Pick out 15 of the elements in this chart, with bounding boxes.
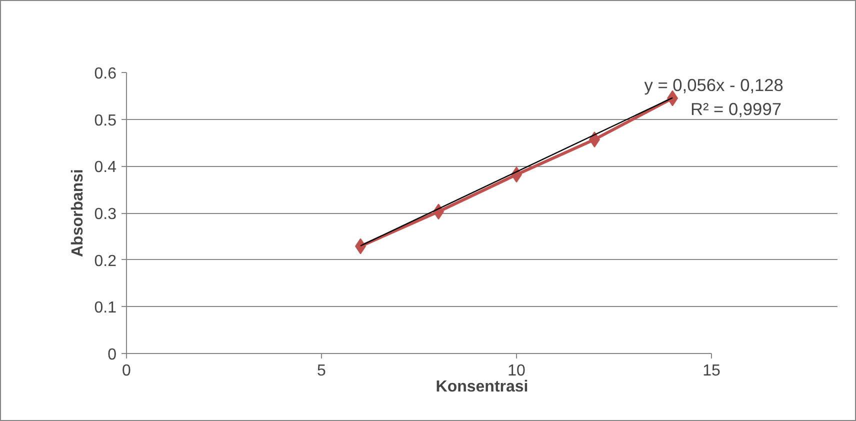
x-tick-label: 15 [702,362,720,380]
y-tick-label: 0.2 [94,252,117,270]
y-tick-label: 0.1 [94,300,117,317]
y-tick-label: 0.5 [94,112,117,130]
x-tick-label: 0 [122,362,132,380]
x-tick-label: 10 [508,362,526,380]
y-tick-label: 0.6 [94,66,117,82]
y-tick-label: 0 [108,346,117,364]
annotation: y = 0,056x - 0,128 [644,75,784,96]
y-axis-title: Absorbansi [69,168,86,258]
y-tick-label: 0.4 [94,159,117,176]
annotation: R² = 0,9997 [690,99,782,120]
y-tick-label: 0.3 [94,206,117,223]
x-tick-label: 5 [317,362,326,380]
x-axis-title: Konsentrasi [436,378,528,396]
